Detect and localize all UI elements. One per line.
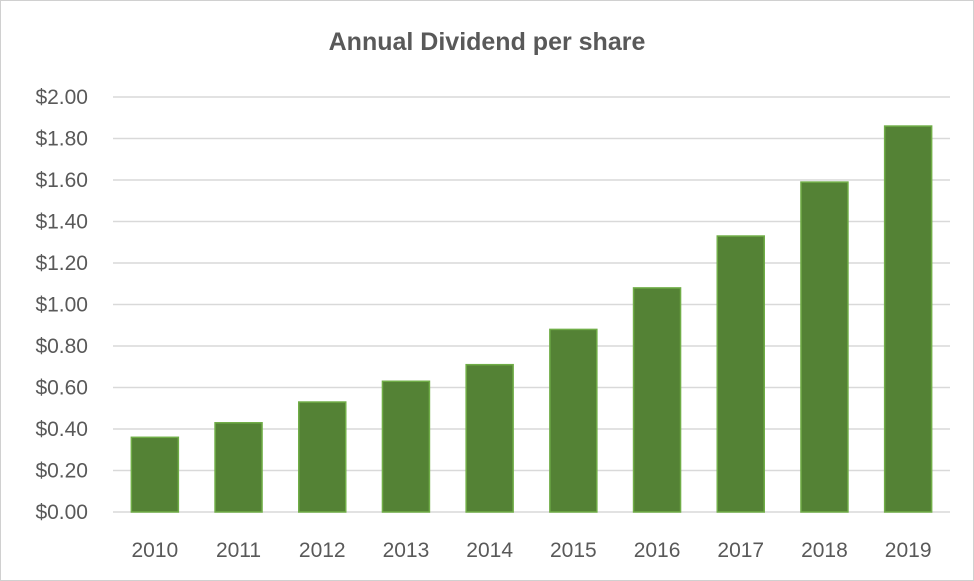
y-tick-label: $0.60 — [35, 377, 88, 400]
x-tick-label: 2015 — [550, 539, 597, 562]
bar-2014 — [465, 363, 514, 513]
y-tick-label: $2.00 — [35, 86, 88, 109]
bar-2019 — [883, 125, 933, 513]
y-tick-label: $0.20 — [35, 460, 88, 483]
x-tick-label: 2011 — [216, 539, 261, 562]
y-tick-label: $1.60 — [35, 169, 88, 192]
y-tick-label: $0.40 — [35, 418, 88, 441]
x-tick-label: 2016 — [634, 539, 681, 562]
bar-2018 — [800, 181, 849, 513]
bar-2011 — [214, 422, 263, 513]
y-tick-label: $1.00 — [35, 294, 88, 317]
bar-2015 — [549, 328, 598, 513]
chart-title: Annual Dividend per share — [328, 28, 646, 56]
y-tick-label: $1.40 — [35, 211, 88, 234]
x-tick-label: 2010 — [131, 539, 178, 562]
x-tick-label: 2019 — [885, 539, 932, 562]
x-tick-label: 2013 — [383, 539, 430, 562]
y-tick-label: $0.80 — [35, 335, 88, 358]
bar-2013 — [381, 380, 431, 513]
bar-2012 — [298, 401, 347, 513]
bar-2010 — [130, 436, 180, 513]
y-tick-label: $1.80 — [35, 128, 88, 151]
y-tick-label: $0.00 — [35, 501, 88, 524]
bar-2016 — [632, 287, 682, 513]
x-tick-label: 2018 — [801, 539, 848, 562]
y-tick-label: $1.20 — [35, 252, 88, 275]
x-tick-label: 2014 — [466, 539, 513, 562]
bar-2017 — [716, 235, 765, 513]
x-tick-label: 2012 — [299, 539, 346, 562]
x-tick-label: 2017 — [717, 539, 764, 562]
